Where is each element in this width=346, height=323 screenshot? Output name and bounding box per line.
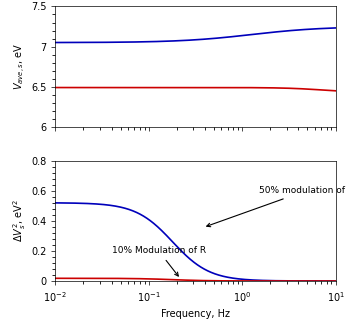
X-axis label: Frequency, Hz: Frequency, Hz [161,309,230,319]
Y-axis label: $V_{ave,s}$, eV: $V_{ave,s}$, eV [13,43,28,90]
Text: 10% Modulation of R: 10% Modulation of R [112,246,206,276]
Text: 50% modulation of R: 50% modulation of R [207,186,346,227]
Y-axis label: $\Delta V^2_s$, eV$^2$: $\Delta V^2_s$, eV$^2$ [11,199,28,243]
